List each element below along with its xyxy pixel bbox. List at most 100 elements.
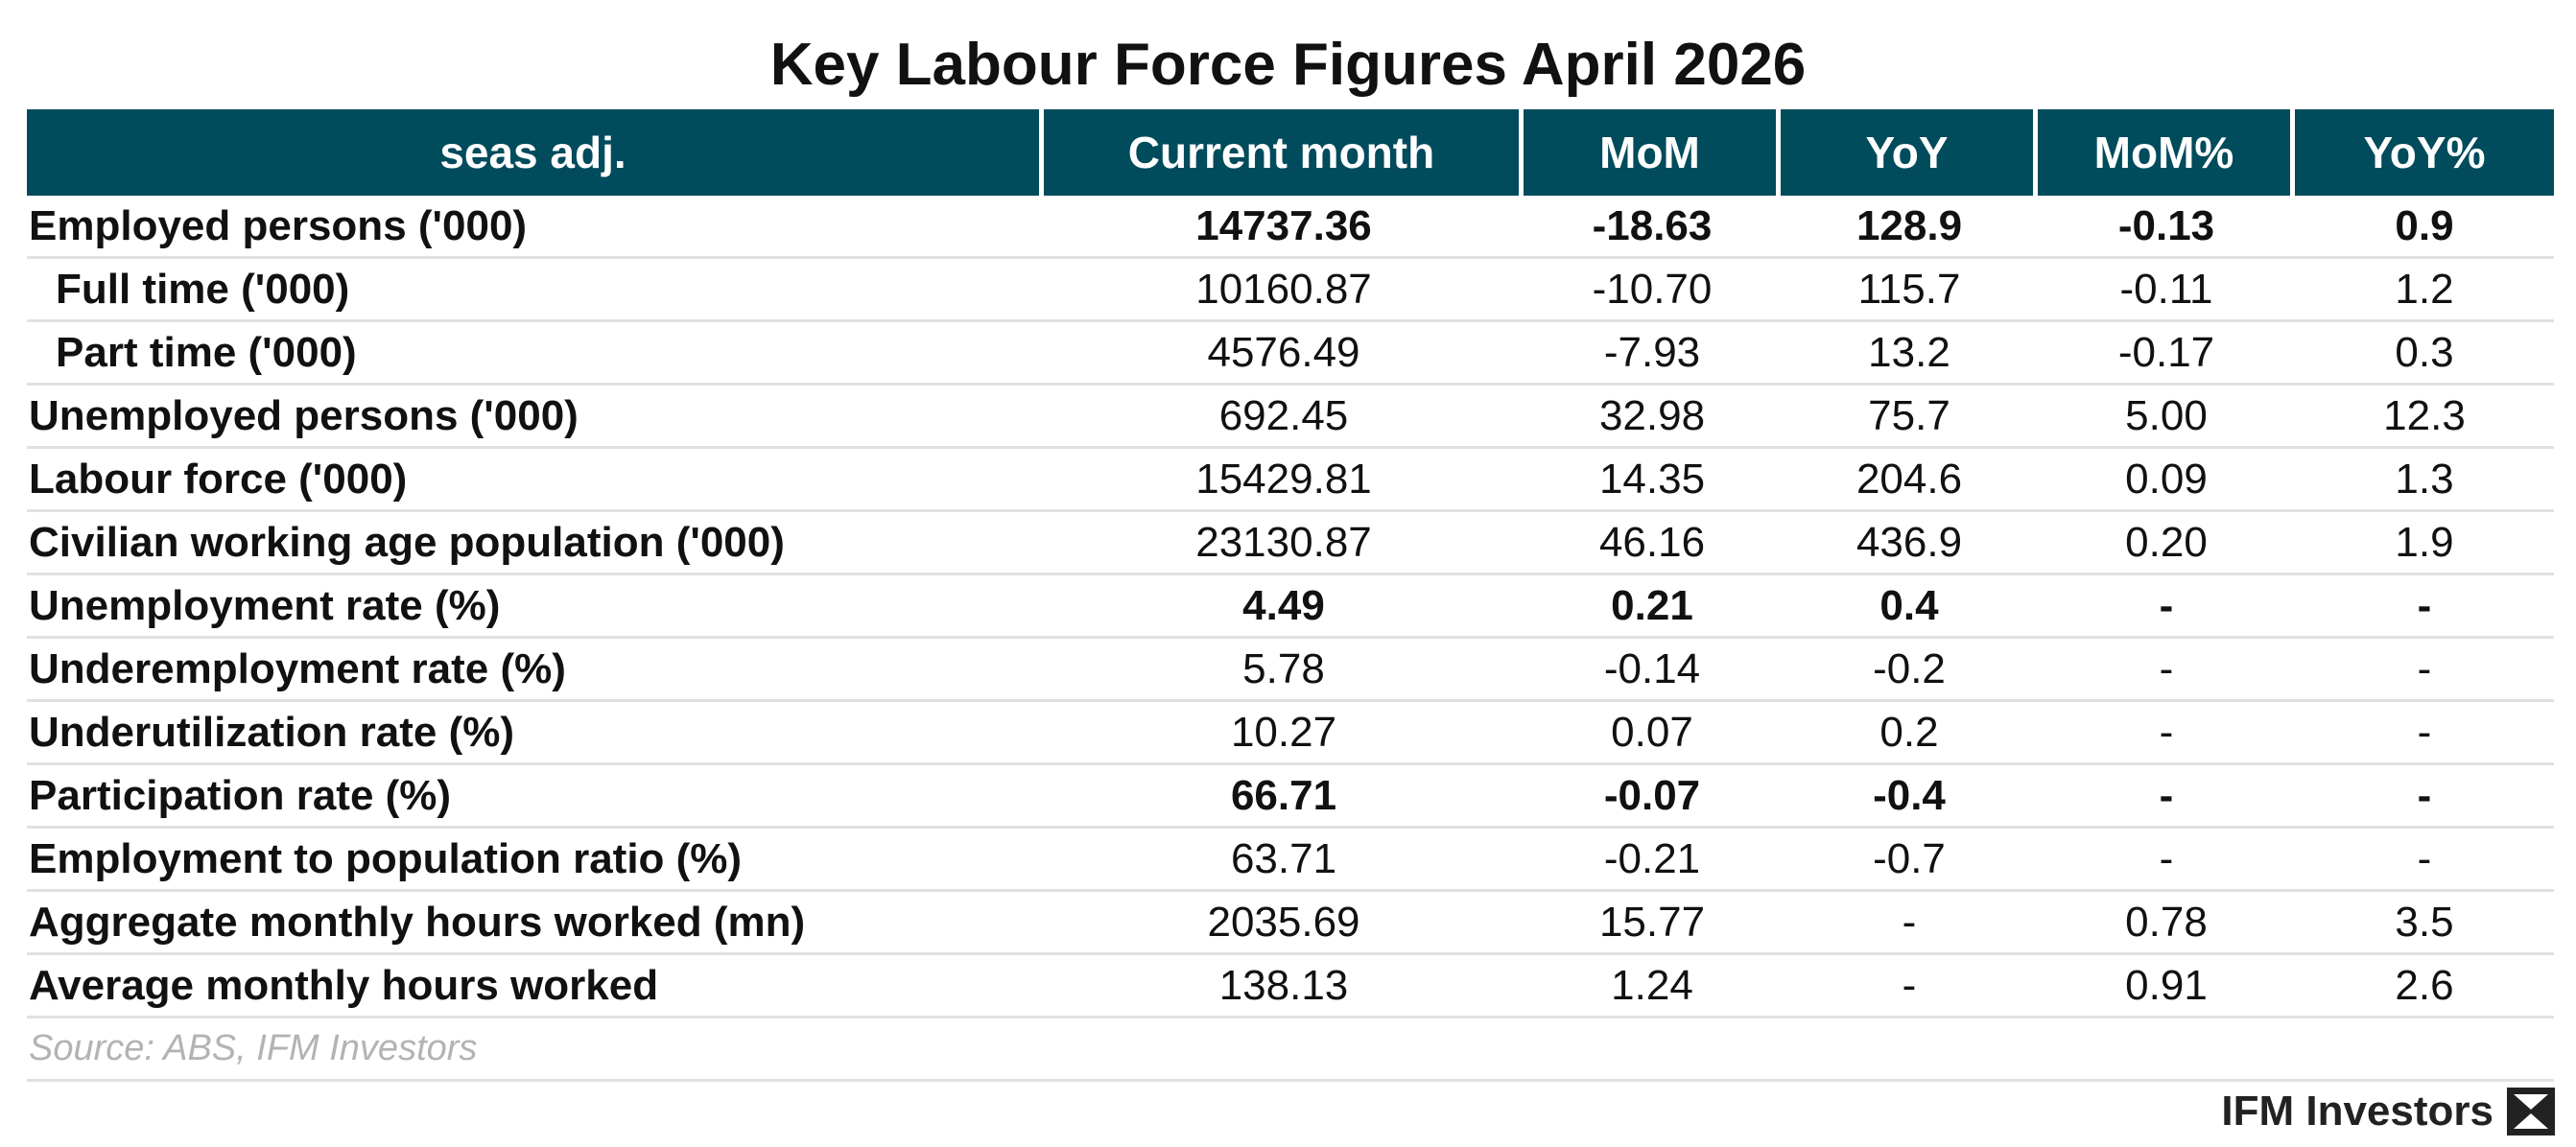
table-cell: 4576.49	[1207, 328, 1360, 376]
table-cell: -	[2159, 771, 2174, 819]
table-cell: 204.6	[1855, 455, 1963, 503]
table-cell: -	[2417, 771, 2432, 819]
table-cell: 10.27	[1230, 708, 1337, 756]
row-label: Aggregate monthly hours worked (mn)	[29, 898, 806, 946]
table-cell: 436.9	[1855, 518, 1963, 566]
table-cell: 15429.81	[1195, 455, 1372, 503]
table-cell: 0.3	[2395, 328, 2454, 376]
labour-force-table: seas adj. Current month MoM YoY MoM% YoY% Emp…	[27, 109, 2554, 1082]
row-label: Unemployed persons ('000)	[29, 391, 579, 439]
table-row: Employed persons ('000) 14737.36 -18.63 128…	[27, 196, 2554, 259]
table-cell: -	[2417, 834, 2432, 882]
table-cell: -0.13	[2117, 201, 2215, 249]
table-cell: -	[2159, 581, 2174, 629]
table-cell: 1.9	[2395, 518, 2454, 566]
table-cell: -	[2159, 834, 2174, 882]
table-header-row: seas adj. Current month MoM YoY MoM% YoY%	[27, 109, 2554, 196]
column-header: MoM%	[2038, 109, 2295, 196]
table-cell: 0.09	[2125, 455, 2208, 503]
table-row: Civilian working age population ('000) 23…	[27, 512, 2554, 575]
table-cell: -7.93	[1603, 328, 1701, 376]
column-header: Current month	[1044, 109, 1524, 196]
brand: IFM Investors	[2221, 1082, 2555, 1141]
table-cell: -	[2159, 708, 2174, 756]
table-row: Labour force ('000) 15429.81 14.35 204.6 0.0…	[27, 449, 2554, 512]
table-row: Underutilization rate (%) 10.27 0.07 0.2 - -	[27, 702, 2554, 765]
table-row: Full time ('000) 10160.87 -10.70 115.7 -0.11…	[27, 259, 2554, 322]
column-header: seas adj.	[27, 109, 1044, 196]
row-label: Participation rate (%)	[29, 771, 452, 819]
table-cell: 115.7	[1857, 265, 1961, 313]
ifm-logo-icon	[2507, 1088, 2555, 1135]
table-cell: 3.5	[2395, 898, 2454, 946]
table-cell: 0.20	[2125, 518, 2208, 566]
table-cell: 23130.87	[1195, 518, 1372, 566]
table-cell: 1.2	[2395, 265, 2454, 313]
row-label: Underemployment rate (%)	[29, 644, 566, 692]
table-row: Underemployment rate (%) 5.78 -0.14 -0.2 - -	[27, 639, 2554, 702]
table-cell: 2035.69	[1207, 898, 1360, 946]
table-cell: 0.4	[1879, 581, 1939, 629]
table-cell: -0.07	[1603, 771, 1701, 819]
table-cell: 692.45	[1218, 391, 1349, 439]
table-cell: 2.6	[2395, 961, 2454, 1009]
table-cell: -	[1902, 961, 1917, 1009]
table-cell: 10160.87	[1195, 265, 1372, 313]
table-cell: 4.49	[1242, 581, 1325, 629]
table-cell: 12.3	[2383, 391, 2466, 439]
row-label: Underutilization rate (%)	[29, 708, 515, 756]
table-cell: -0.17	[2117, 328, 2215, 376]
table-cell: 0.2	[1879, 708, 1939, 756]
table-row: Average monthly hours worked 138.13 1.24 - 0…	[27, 955, 2554, 1018]
table-cell: 0.91	[2125, 961, 2208, 1009]
table-cell: 13.2	[1868, 328, 1950, 376]
table-cell: 1.24	[1611, 961, 1693, 1009]
row-label: Unemployment rate (%)	[29, 581, 501, 629]
table-cell: 15.77	[1598, 898, 1706, 946]
table-cell: 32.98	[1598, 391, 1706, 439]
table-row: Unemployment rate (%) 4.49 0.21 0.4 - -	[27, 575, 2554, 639]
column-header: YoY	[1781, 109, 2038, 196]
table-cell: -0.14	[1603, 644, 1701, 692]
row-label: Civilian working age population ('000)	[29, 518, 785, 566]
brand-name: IFM Investors	[2221, 1088, 2493, 1135]
table-cell: -0.2	[1873, 644, 1946, 692]
table-cell: -	[2417, 708, 2432, 756]
table-row: Participation rate (%) 66.71 -0.07 -0.4 - -	[27, 765, 2554, 829]
table-cell: 0.07	[1611, 708, 1693, 756]
table-row: Part time ('000) 4576.49 -7.93 13.2 -0.17 0.3	[27, 322, 2554, 386]
table-cell: -	[2159, 644, 2174, 692]
table-row: Employment to population ratio (%) 63.71 -…	[27, 829, 2554, 892]
table-cell: 14737.36	[1195, 201, 1372, 249]
table-cell: -18.63	[1592, 201, 1713, 249]
table-cell: -0.7	[1873, 834, 1946, 882]
source-note: Source: ABS, IFM Investors	[27, 1018, 2554, 1082]
table-cell: -0.11	[2119, 265, 2213, 313]
row-label: Employment to population ratio (%)	[29, 834, 743, 882]
table-cell: 5.78	[1242, 644, 1325, 692]
table-cell: 5.00	[2125, 391, 2208, 439]
table-cell: 75.7	[1868, 391, 1950, 439]
table-cell: -10.70	[1592, 265, 1713, 313]
table-cell: 66.71	[1230, 771, 1337, 819]
table-cell: -	[2417, 644, 2432, 692]
table-cell: -0.4	[1873, 771, 1946, 819]
table-cell: 14.35	[1598, 455, 1706, 503]
table-cell: 128.9	[1855, 201, 1963, 249]
column-header: YoY%	[2295, 109, 2554, 196]
table-cell: 0.78	[2125, 898, 2208, 946]
column-header: MoM	[1524, 109, 1781, 196]
table-cell: 46.16	[1598, 518, 1706, 566]
row-label: Full time ('000)	[56, 265, 350, 313]
row-label: Average monthly hours worked	[29, 961, 659, 1009]
row-label: Employed persons ('000)	[29, 201, 528, 249]
table-cell: -0.21	[1603, 834, 1701, 882]
table-body: Employed persons ('000) 14737.36 -18.63 128…	[27, 196, 2554, 1018]
table-cell: -	[1902, 898, 1917, 946]
row-label: Part time ('000)	[56, 328, 357, 376]
table-cell: 0.9	[2395, 201, 2454, 249]
table-cell: 1.3	[2395, 455, 2454, 503]
table-cell: 63.71	[1230, 834, 1337, 882]
table-cell: 138.13	[1218, 961, 1349, 1009]
table-row: Aggregate monthly hours worked (mn) 2035.…	[27, 892, 2554, 955]
